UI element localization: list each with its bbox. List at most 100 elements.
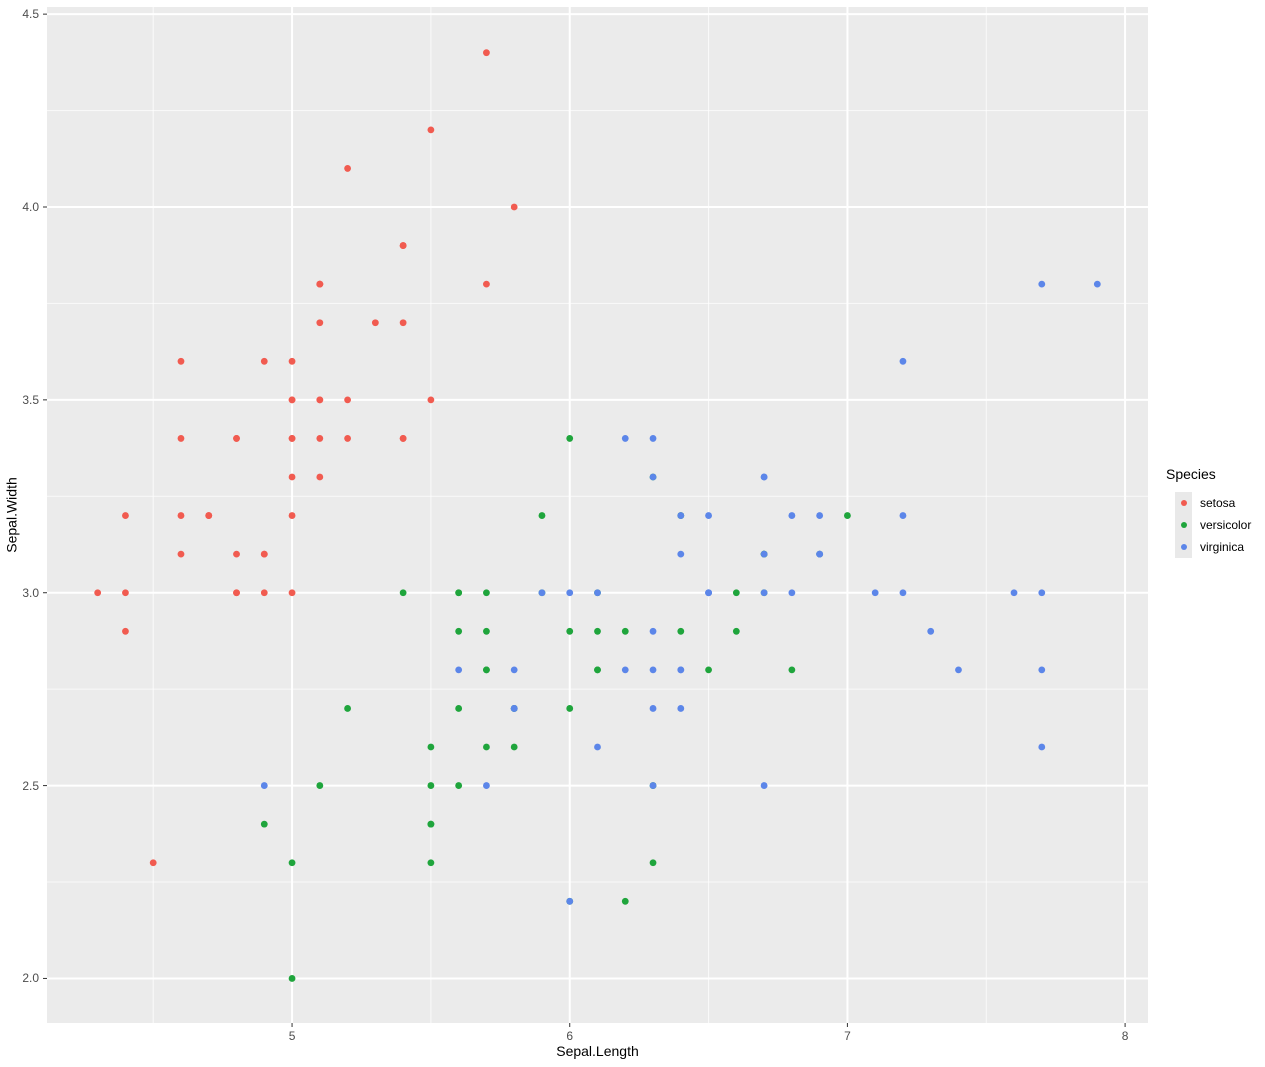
- data-point-versicolor: [649, 859, 657, 867]
- data-point-versicolor: [732, 627, 740, 635]
- data-point-setosa: [233, 550, 240, 558]
- data-point-setosa: [316, 473, 324, 481]
- legend-items: setosa versicolor virginica: [1166, 492, 1262, 558]
- data-point-virginica: [677, 705, 685, 712]
- x-tick-label: 8: [1121, 1029, 1129, 1043]
- data-point-setosa: [316, 319, 324, 327]
- data-point-setosa: [483, 280, 490, 288]
- data-point-virginica: [649, 705, 657, 712]
- data-point-setosa: [233, 589, 240, 597]
- data-point-setosa: [177, 435, 185, 442]
- data-point-versicolor: [483, 666, 490, 674]
- data-point-setosa: [205, 512, 213, 519]
- data-point-versicolor: [344, 705, 351, 712]
- data-point-setosa: [510, 203, 518, 211]
- data-point-setosa: [427, 126, 435, 134]
- y-tick-label: 2.5: [22, 778, 39, 793]
- legend-point-icon: [1180, 522, 1187, 528]
- data-point-virginica: [871, 589, 879, 597]
- data-point-versicolor: [455, 589, 463, 597]
- data-point-virginica: [649, 782, 657, 789]
- legend-item-versicolor: versicolor: [1166, 514, 1262, 536]
- data-point-setosa: [344, 435, 351, 442]
- data-point-versicolor: [455, 782, 463, 789]
- data-point-virginica: [1038, 280, 1046, 288]
- data-point-virginica: [1038, 743, 1046, 751]
- data-point-versicolor: [455, 705, 463, 712]
- data-point-virginica: [788, 512, 796, 519]
- data-point-virginica: [1093, 280, 1101, 288]
- data-point-versicolor: [844, 512, 851, 519]
- data-point-virginica: [566, 589, 574, 597]
- data-point-virginica: [899, 512, 907, 519]
- data-point-setosa: [94, 589, 102, 597]
- data-point-setosa: [122, 512, 129, 519]
- data-point-virginica: [705, 589, 712, 597]
- data-point-versicolor: [483, 743, 490, 751]
- data-point-virginica: [510, 705, 518, 712]
- data-point-virginica: [510, 666, 518, 674]
- plot-panel: [47, 7, 1148, 1023]
- data-point-virginica: [760, 473, 768, 481]
- data-point-versicolor: [566, 705, 574, 712]
- data-point-versicolor: [455, 627, 463, 635]
- data-point-virginica: [538, 589, 546, 597]
- data-point-setosa: [177, 512, 185, 519]
- data-point-virginica: [483, 782, 490, 789]
- legend-key: [1175, 514, 1192, 536]
- legend-label: versicolor: [1200, 518, 1252, 532]
- x-axis-title: Sepal.Length: [556, 1043, 639, 1059]
- data-point-versicolor: [538, 512, 546, 519]
- data-point-versicolor: [483, 589, 490, 597]
- legend-key: [1175, 492, 1192, 514]
- data-point-setosa: [399, 242, 407, 249]
- data-point-versicolor: [594, 627, 601, 635]
- data-point-virginica: [760, 782, 768, 789]
- data-point-virginica: [899, 589, 907, 597]
- data-point-setosa: [316, 396, 324, 404]
- data-point-setosa: [288, 396, 296, 404]
- data-point-virginica: [621, 435, 629, 442]
- data-point-virginica: [788, 589, 796, 597]
- data-point-virginica: [649, 627, 657, 635]
- data-point-virginica: [760, 589, 768, 597]
- data-point-versicolor: [621, 897, 629, 905]
- y-tick-label: 4.5: [22, 7, 39, 22]
- data-point-versicolor: [427, 782, 435, 789]
- data-point-setosa: [427, 396, 435, 404]
- data-point-versicolor: [677, 627, 685, 635]
- y-axis-title-wrap: Sepal.Width: [2, 7, 22, 1023]
- legend-label: virginica: [1200, 540, 1245, 554]
- legend-key: [1175, 536, 1192, 558]
- data-point-setosa: [233, 435, 240, 442]
- data-point-virginica: [760, 550, 768, 558]
- data-point-virginica: [649, 435, 657, 442]
- data-point-versicolor: [399, 589, 407, 597]
- data-point-setosa: [177, 357, 185, 365]
- y-tick-label: 3.5: [22, 392, 39, 407]
- data-point-versicolor: [621, 627, 629, 635]
- legend-title: Species: [1166, 466, 1216, 482]
- data-point-virginica: [1038, 589, 1046, 597]
- data-point-versicolor: [316, 782, 324, 789]
- data-point-setosa: [288, 435, 296, 442]
- data-point-virginica: [677, 666, 685, 674]
- data-point-setosa: [288, 512, 296, 519]
- x-tick-label: 5: [288, 1029, 296, 1043]
- legend-item-virginica: virginica: [1166, 536, 1262, 558]
- data-point-setosa: [399, 319, 407, 327]
- data-point-setosa: [316, 280, 324, 288]
- data-point-virginica: [1010, 589, 1018, 597]
- data-point-setosa: [483, 49, 490, 57]
- data-point-versicolor: [483, 627, 490, 635]
- data-point-virginica: [1038, 666, 1046, 674]
- data-point-virginica: [621, 666, 629, 674]
- data-point-virginica: [594, 589, 601, 597]
- data-point-versicolor: [705, 666, 712, 674]
- data-point-virginica: [677, 550, 685, 558]
- data-point-setosa: [149, 859, 157, 867]
- legend: Species setosa versicolor virginica: [1166, 466, 1262, 558]
- data-point-setosa: [288, 473, 296, 481]
